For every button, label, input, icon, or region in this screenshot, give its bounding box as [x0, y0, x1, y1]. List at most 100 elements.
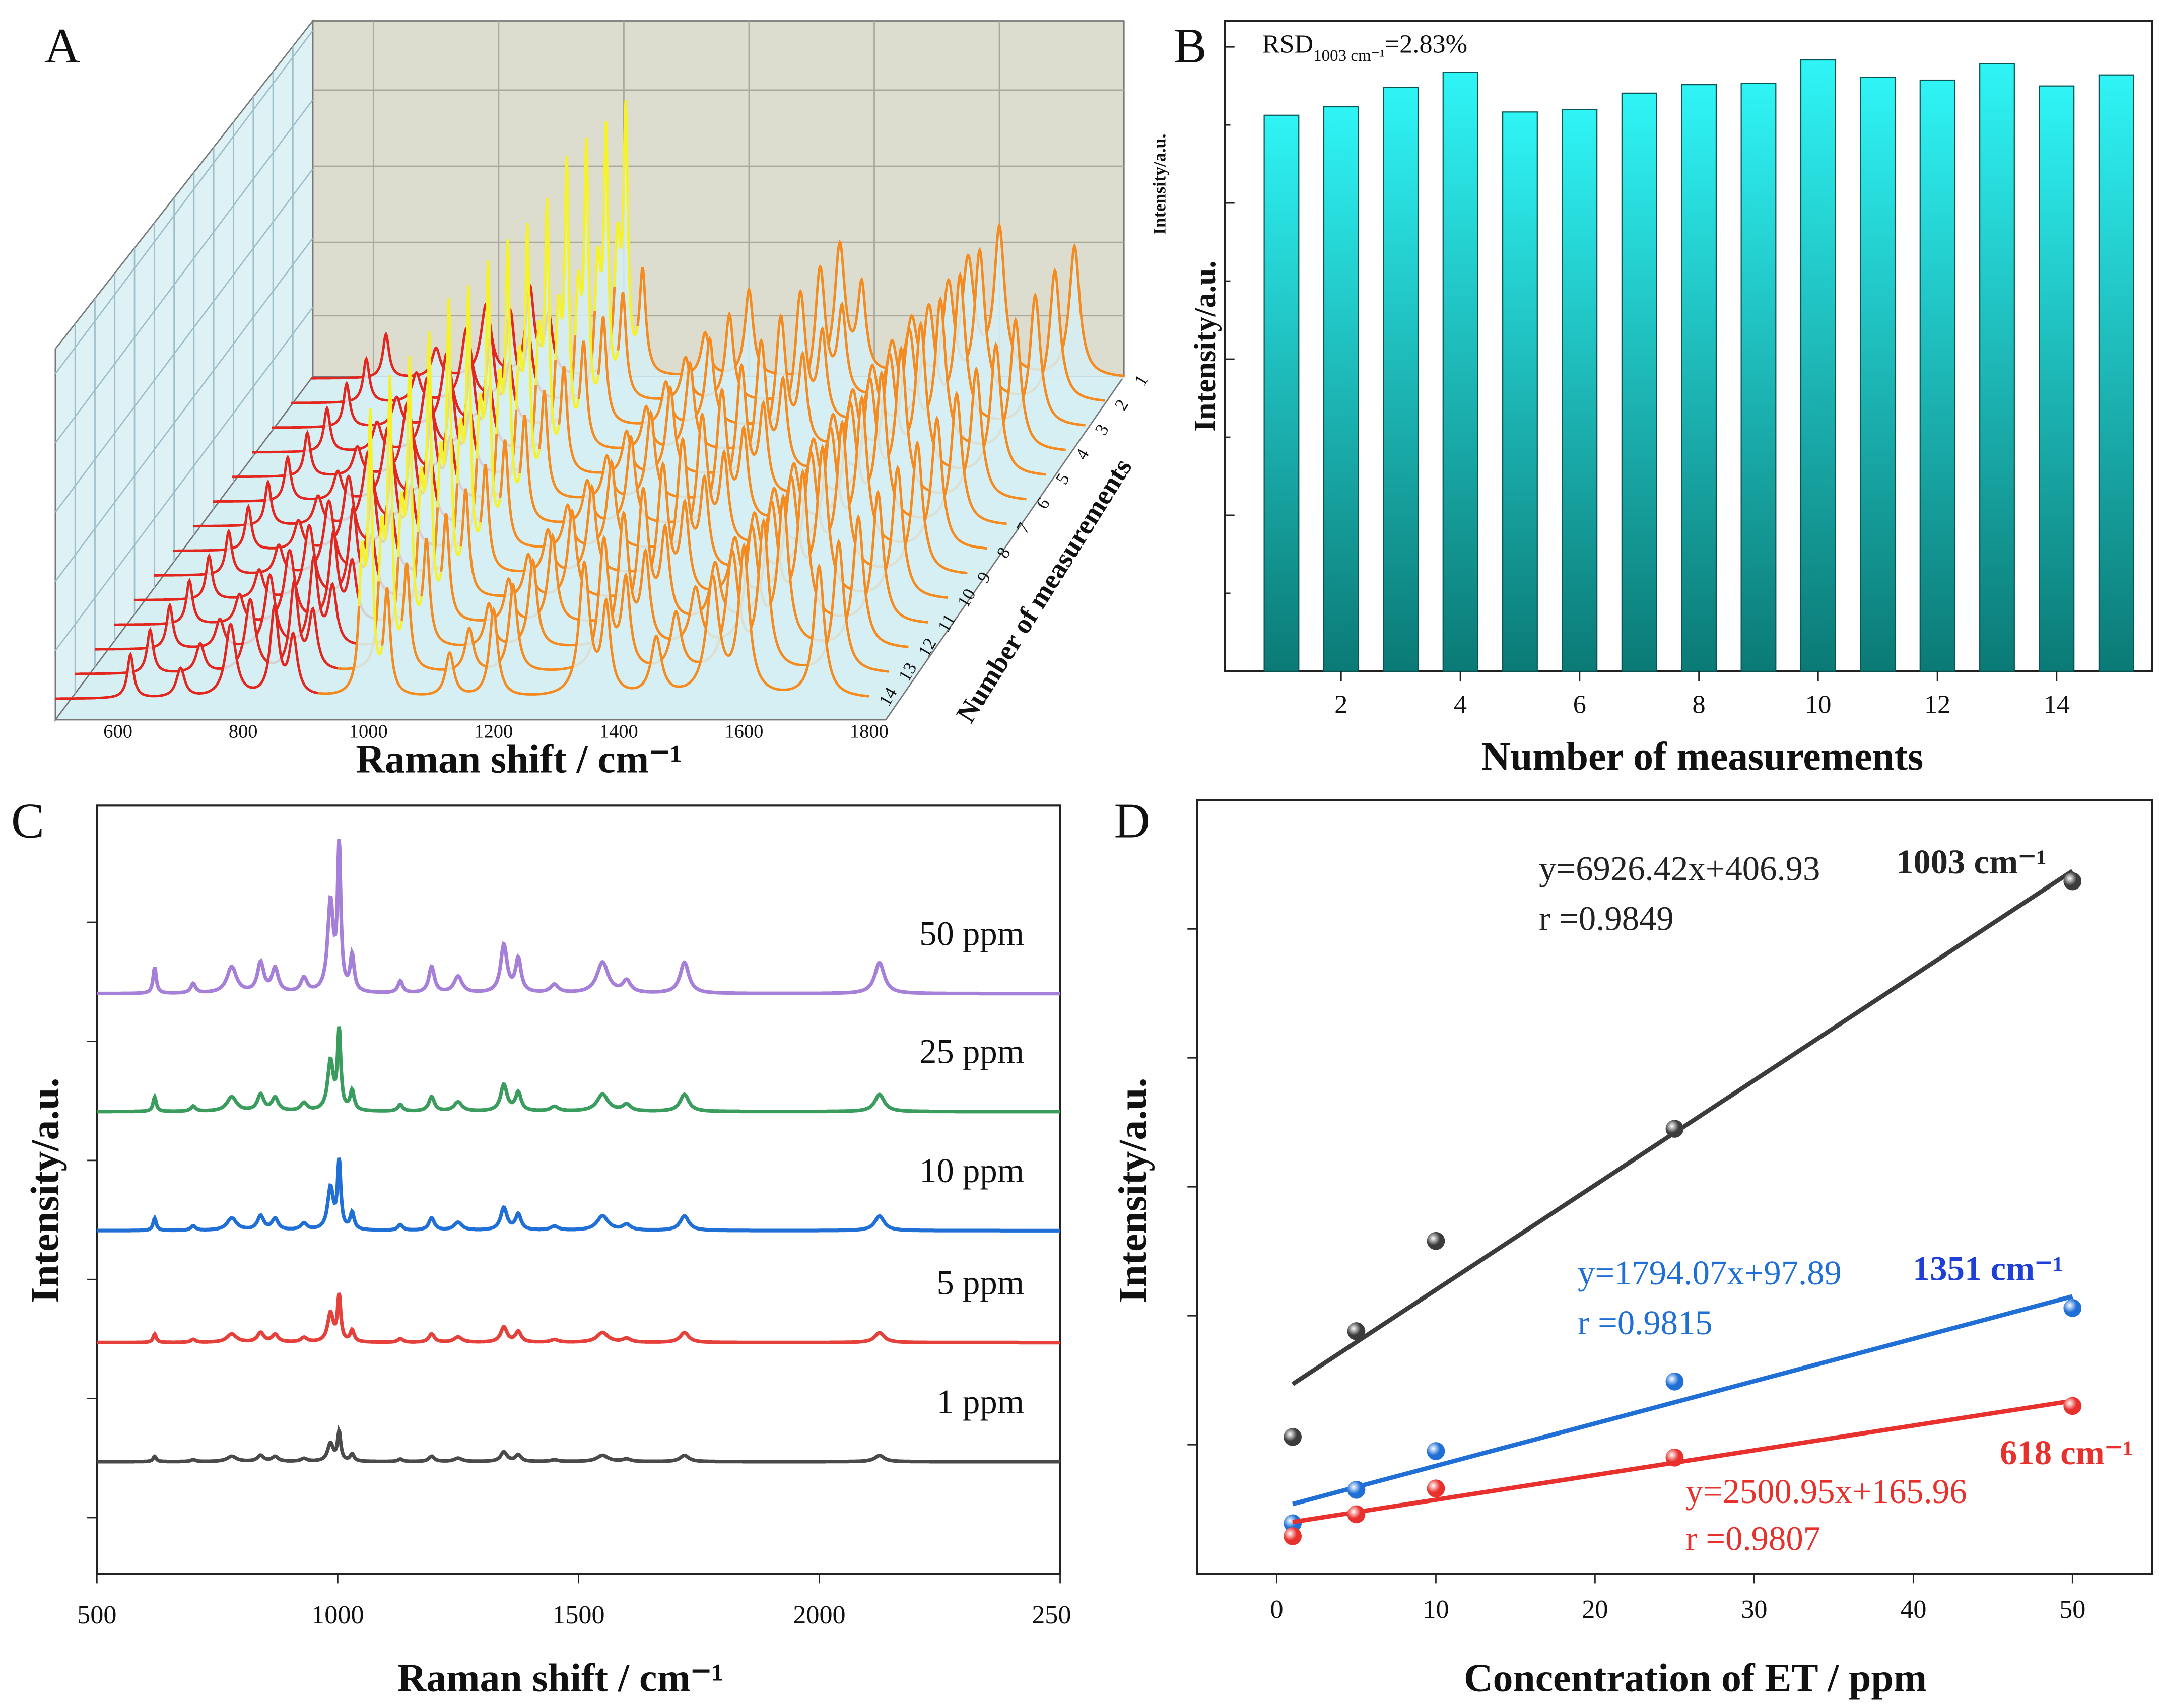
spectrum-segment — [94, 553, 358, 651]
x-tick-label: 600 — [103, 721, 132, 742]
x-tick-label: 20 — [1582, 1595, 1608, 1624]
bar — [1323, 106, 1359, 672]
data-point — [1347, 1480, 1366, 1499]
data-point — [1284, 1427, 1302, 1446]
bar — [1621, 92, 1657, 672]
rsd-value: =2.83% — [1385, 30, 1467, 59]
x-tick-label: 2000 — [793, 1600, 845, 1629]
spectrum-segment — [593, 121, 620, 361]
data-point — [2063, 1299, 2082, 1317]
fit-r: r =0.9807 — [1685, 1519, 1820, 1557]
spectrum-segment — [476, 260, 502, 508]
data-point — [1427, 1479, 1445, 1498]
spectrum-segment — [397, 356, 423, 607]
data-point — [1665, 1120, 1684, 1138]
bar — [1442, 72, 1478, 672]
x-tick-label: 12 — [1924, 690, 1950, 719]
spectrum-segment — [456, 285, 482, 533]
fit-equation: y=2500.95x+165.96 — [1685, 1472, 1967, 1511]
spectrum-line — [97, 839, 1060, 996]
x-tick-label: 500 — [77, 1600, 116, 1629]
data-point — [1284, 1527, 1302, 1545]
panel-letter: C — [11, 794, 44, 849]
x-tick-label: 6 — [1573, 690, 1586, 719]
y-axis-title: Intensity/a.u. — [1188, 261, 1222, 432]
spectrum-segment — [75, 578, 339, 675]
fit-equation: y=6926.42x+406.93 — [1539, 850, 1820, 888]
x-tick-label: 250 — [1032, 1600, 1071, 1629]
bar — [1263, 114, 1300, 672]
spectrum-line — [97, 1026, 1060, 1114]
spectrum-segment — [377, 375, 403, 631]
bar — [1562, 109, 1598, 672]
x-tick-label: 8 — [1693, 690, 1706, 719]
series-label: 1 ppm — [937, 1383, 1025, 1421]
x-tick-label: 4 — [1454, 690, 1467, 719]
spectrum-line — [97, 1292, 1060, 1345]
spectrum-segment — [358, 408, 384, 656]
x-axis-title: Raman shift / cm⁻¹ — [356, 737, 682, 781]
spectrum-segment — [534, 198, 561, 435]
z-tick-label: 1 — [1130, 371, 1152, 389]
x-tick-label: 1800 — [850, 721, 889, 742]
data-point — [1427, 1442, 1445, 1460]
spectrum-line — [97, 1424, 1060, 1464]
spectrum-segment — [381, 542, 869, 698]
spectrum-segment — [554, 156, 580, 409]
bar — [2039, 85, 2075, 672]
x-tick-label: 1000 — [311, 1600, 364, 1629]
data-point — [1665, 1372, 1684, 1391]
data-point — [2063, 872, 2082, 891]
x-axis-title: Raman shift / cm⁻¹ — [397, 1656, 724, 1700]
fit-r: r =0.9849 — [1539, 900, 1674, 938]
fit-r: r =0.9815 — [1578, 1304, 1713, 1342]
spectrum-line — [97, 1157, 1060, 1233]
spectrum-segment — [318, 606, 361, 695]
wall-grid-line — [55, 30, 313, 374]
panel-letter: B — [1174, 19, 1207, 74]
series-label: 618 cm⁻¹ — [2000, 1433, 2133, 1472]
bar — [1860, 77, 1896, 672]
data-point — [1665, 1448, 1684, 1467]
z-tick-label: 2 — [1110, 396, 1132, 414]
x-tick-label: 1000 — [349, 721, 388, 742]
x-tick-label: 14 — [2044, 690, 2070, 719]
data-point — [1284, 1514, 1302, 1533]
spectrum-segment — [55, 602, 319, 700]
y-axis-title-small: Intensity/a.u. — [1149, 134, 1169, 235]
bar — [1740, 83, 1777, 672]
series-label: 50 ppm — [919, 915, 1024, 953]
bar — [2098, 74, 2134, 672]
spectrum-segment — [133, 504, 397, 601]
bar — [1502, 111, 1538, 672]
z-tick-label: 6 — [1032, 495, 1054, 512]
fit-equation: y=1794.07x+97.89 — [1578, 1254, 1842, 1292]
x-axis-title: Number of measurements — [1481, 734, 1924, 779]
spectrum-segment — [574, 137, 600, 385]
z-tick-label: 5 — [1051, 470, 1073, 488]
spectra-3d — [55, 100, 1125, 700]
bar — [1800, 59, 1836, 672]
series-label: 1351 cm⁻¹ — [1913, 1250, 2063, 1288]
spectrum-segment — [515, 223, 541, 460]
spectrum-segment — [495, 239, 521, 484]
x-tick-label: 1200 — [474, 721, 513, 742]
series-label: 10 ppm — [919, 1151, 1024, 1190]
x-tick-label: 50 — [2059, 1595, 2085, 1624]
x-tick-label: 30 — [1741, 1595, 1767, 1624]
rsd-label: RSD — [1262, 30, 1314, 59]
x-tick-label: 1600 — [724, 721, 763, 742]
x-tick-label: 1500 — [552, 1600, 604, 1629]
series-label: 1003 cm⁻¹ — [1896, 843, 2047, 881]
data-point — [1347, 1505, 1366, 1524]
wall-grid-line — [55, 238, 313, 582]
panel-letter: D — [1114, 794, 1150, 849]
data-point — [1427, 1232, 1445, 1250]
wall-grid-line — [55, 99, 313, 444]
z-tick-label: 3 — [1091, 421, 1113, 438]
spectrum-segment — [613, 100, 639, 336]
x-tick-label: 10 — [1805, 690, 1831, 719]
panel-letter: A — [44, 19, 80, 74]
